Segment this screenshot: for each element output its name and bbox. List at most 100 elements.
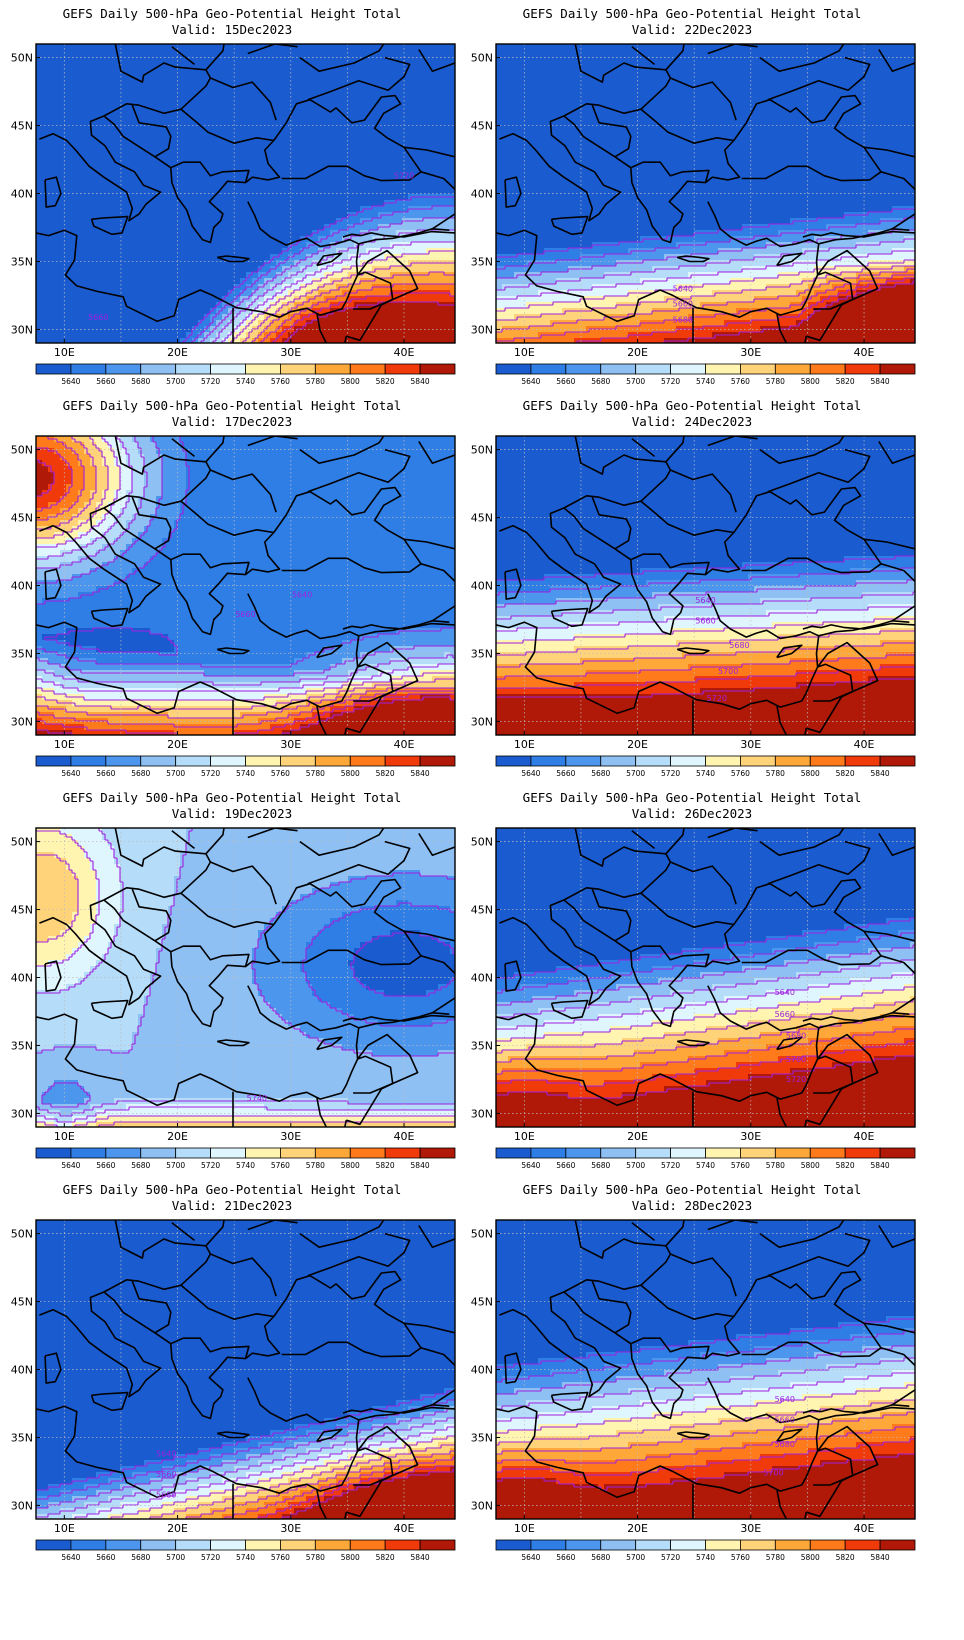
colorbar-swatch <box>210 363 246 375</box>
colorbar-swatch <box>419 1147 456 1159</box>
lon-tick-label: 10E <box>514 1522 535 1535</box>
colorbar: 5640 5660 5680 5700 5720 5740 5760 5780 5800 5820… <box>495 363 916 386</box>
colorbar-label: 5840 <box>411 1553 430 1562</box>
lon-tick-label: 30E <box>740 1522 761 1535</box>
lon-tick-label: 20E <box>167 346 188 359</box>
lat-tick-label: 40N <box>11 1364 33 1377</box>
colorbar-swatch <box>774 1147 811 1159</box>
lon-tick-label: 10E <box>514 738 535 751</box>
colorbar-label: 5680 <box>131 1553 150 1562</box>
colorbar-swatch <box>245 755 281 767</box>
lon-tick-label: 30E <box>280 346 301 359</box>
colorbar-label: 5820 <box>376 769 395 778</box>
lat-tick-label: 40N <box>11 580 33 593</box>
colorbar-swatch <box>565 1147 602 1159</box>
colorbar-swatch <box>140 1147 177 1159</box>
colorbar-label: 5720 <box>661 1161 680 1170</box>
colorbar-swatch <box>809 1147 846 1159</box>
colorbar-label: 5820 <box>376 1161 395 1170</box>
height-map: 5640 5660 5680 5700 50N 45N 40N 35N 30N 10E 20E 30E… <box>471 1219 916 1562</box>
contour-label: 5640 <box>695 596 715 605</box>
colorbar-label: 5700 <box>166 1161 185 1170</box>
colorbar-label: 5680 <box>131 1161 150 1170</box>
lon-tick-label: 40E <box>394 738 415 751</box>
lon-tick-label: 20E <box>627 346 648 359</box>
panel-valid-date: Valid: 21Dec2023 <box>2 1198 462 1214</box>
colorbar-label: 5840 <box>411 769 430 778</box>
colorbar-swatch <box>175 363 211 375</box>
contour-label: 5640 <box>775 1395 795 1404</box>
lat-tick-label: 30N <box>471 1107 493 1120</box>
colorbar-swatch <box>635 1147 671 1159</box>
colorbar-label: 5780 <box>766 377 785 386</box>
lon-tick-label: 20E <box>627 1130 648 1143</box>
colorbar-swatch <box>35 363 72 375</box>
colorbar-swatch <box>419 363 456 375</box>
colorbar-swatch <box>314 1539 351 1551</box>
colorbar-swatch <box>565 1539 602 1551</box>
colorbar-label: 5700 <box>166 769 185 778</box>
colorbar-label: 5720 <box>661 1553 680 1562</box>
colorbar-label: 5700 <box>166 377 185 386</box>
colorbar-label: 5720 <box>201 769 220 778</box>
panel-title: GEFS Daily 500-hPa Geo-Potential Height … <box>2 790 462 806</box>
colorbar-label: 5640 <box>521 769 540 778</box>
colorbar-label: 5840 <box>871 1161 890 1170</box>
colorbar-label: 5720 <box>661 377 680 386</box>
lon-tick-label: 20E <box>167 1522 188 1535</box>
colorbar-label: 5680 <box>591 377 610 386</box>
colorbar-swatch <box>175 1147 211 1159</box>
colorbar-swatch <box>495 363 532 375</box>
lat-tick-label: 40N <box>471 1364 493 1377</box>
colorbar-label: 5640 <box>61 1553 80 1562</box>
colorbar-swatch <box>495 755 532 767</box>
panel-valid-date: Valid: 19Dec2023 <box>2 806 462 822</box>
colorbar-swatch <box>35 755 72 767</box>
colorbar-swatch <box>384 1539 421 1551</box>
colorbar-swatch <box>35 1539 72 1551</box>
lat-tick-label: 30N <box>11 323 33 336</box>
colorbar-label: 5800 <box>801 377 820 386</box>
contour-label: 5720 <box>707 694 727 703</box>
lon-tick-label: 30E <box>280 1130 301 1143</box>
lat-tick-label: 35N <box>11 1039 33 1052</box>
contour-label: 5680 <box>156 1490 176 1499</box>
colorbar-swatch <box>809 755 846 767</box>
colorbar-label: 5680 <box>131 769 150 778</box>
map-panel: GEFS Daily 500-hPa Geo-Potential Height … <box>462 1176 922 1584</box>
colorbar-label: 5780 <box>306 1553 325 1562</box>
colorbar: 5640 5660 5680 5700 5720 5740 5760 5780 5800 5820… <box>35 1147 456 1170</box>
lat-tick-label: 45N <box>471 1296 493 1309</box>
colorbar-label: 5800 <box>801 1161 820 1170</box>
colorbar-label: 5760 <box>271 377 290 386</box>
colorbar: 5640 5660 5680 5700 5720 5740 5760 5780 5800 5820… <box>35 1539 456 1562</box>
colorbar-label: 5840 <box>871 377 890 386</box>
lon-tick-label: 40E <box>854 1522 875 1535</box>
colorbar-label: 5780 <box>306 769 325 778</box>
colorbar-label: 5780 <box>306 377 325 386</box>
lon-tick-label: 30E <box>740 1130 761 1143</box>
colorbar-swatch <box>140 363 177 375</box>
contour-label: 5700 <box>786 1055 806 1064</box>
colorbar-swatch <box>70 1147 107 1159</box>
colorbar-swatch <box>140 1539 177 1551</box>
colorbar-label: 5700 <box>626 1553 645 1562</box>
map-panel: GEFS Daily 500-hPa Geo-Potential Height … <box>2 784 462 1192</box>
colorbar: 5640 5660 5680 5700 5720 5740 5760 5780 5800 5820… <box>495 1539 916 1562</box>
lat-tick-label: 40N <box>471 580 493 593</box>
colorbar-label: 5760 <box>731 1161 750 1170</box>
lat-tick-label: 35N <box>11 255 33 268</box>
colorbar-label: 5660 <box>556 377 575 386</box>
colorbar-swatch <box>670 363 706 375</box>
contour-label: 5740 <box>247 1094 267 1103</box>
colorbar-swatch <box>384 1147 421 1159</box>
lat-tick-label: 50N <box>471 1228 493 1241</box>
colorbar-label: 5760 <box>731 769 750 778</box>
lat-tick-label: 50N <box>471 836 493 849</box>
colorbar-swatch <box>384 363 421 375</box>
colorbar-label: 5740 <box>696 1161 715 1170</box>
lon-tick-label: 10E <box>54 1522 75 1535</box>
lat-tick-label: 50N <box>11 444 33 457</box>
